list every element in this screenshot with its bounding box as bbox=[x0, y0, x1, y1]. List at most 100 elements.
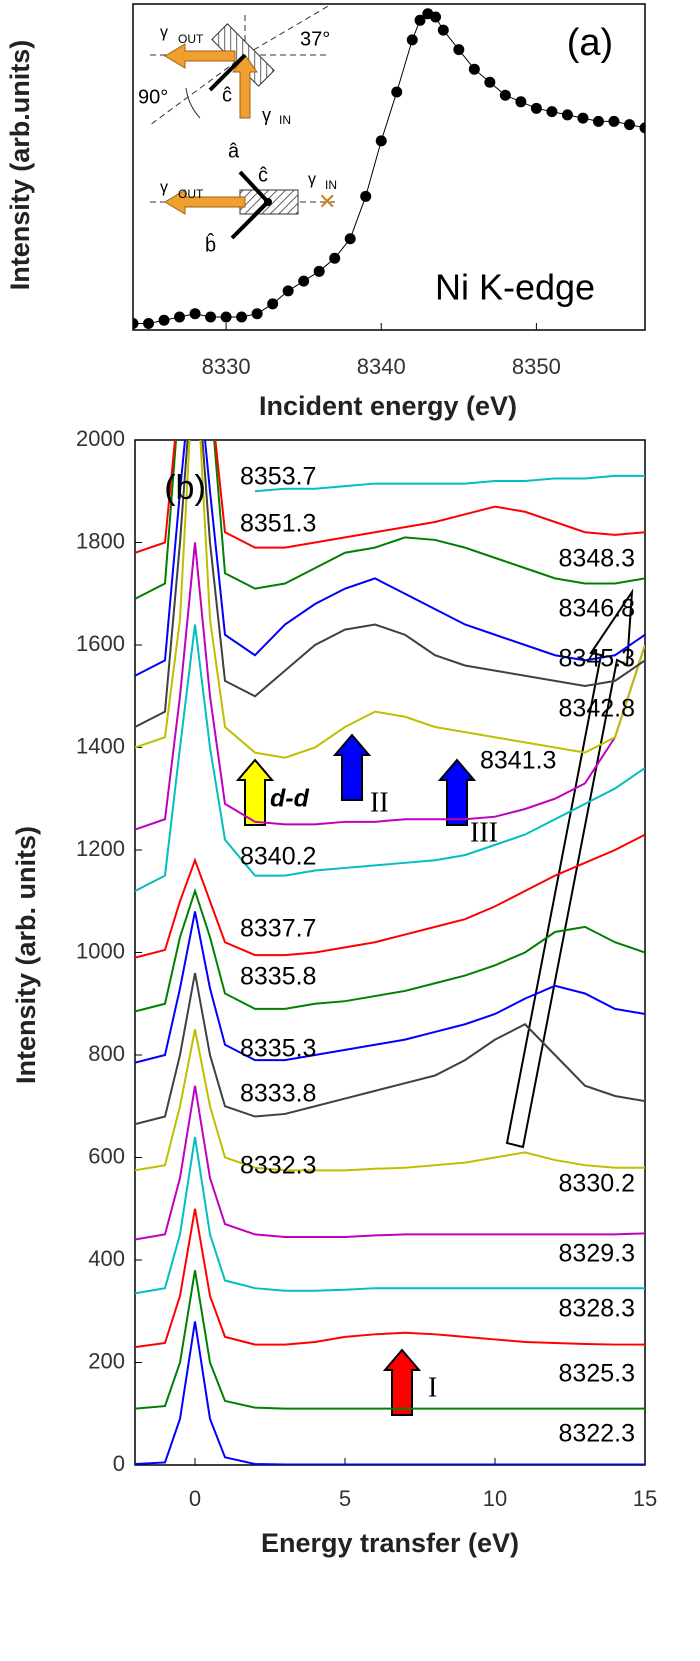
data-point bbox=[391, 86, 403, 98]
gamma-in-cross: ✕ bbox=[318, 189, 336, 214]
x-tick-label: 5 bbox=[339, 1486, 351, 1511]
series-label: 8337.7 bbox=[240, 915, 316, 943]
spectrum-line bbox=[135, 1029, 645, 1172]
data-point bbox=[189, 308, 201, 320]
series-label: 8335.3 bbox=[240, 1035, 316, 1063]
spectrum-line bbox=[135, 911, 645, 1064]
inset-label: γ bbox=[160, 179, 168, 196]
inset-label: 90° bbox=[138, 86, 168, 108]
y-tick-label: 200 bbox=[88, 1348, 125, 1373]
y-tick-label: 800 bbox=[88, 1041, 125, 1066]
data-point bbox=[639, 122, 645, 134]
spectrum-line bbox=[135, 440, 645, 677]
spectrum-line bbox=[135, 833, 645, 959]
data-point bbox=[251, 308, 263, 320]
series-label: 8341.3 bbox=[480, 747, 556, 775]
data-point bbox=[546, 106, 558, 118]
inset-label: ĉ bbox=[258, 164, 268, 186]
data-point bbox=[499, 89, 511, 101]
series-label: 8328.3 bbox=[559, 1295, 635, 1323]
data-point bbox=[220, 311, 232, 323]
arrow-II bbox=[332, 733, 372, 801]
annotation: (b) bbox=[164, 469, 206, 507]
data-point bbox=[623, 119, 635, 131]
data-point bbox=[530, 102, 542, 114]
spectrum-line bbox=[135, 1208, 645, 1349]
y-tick-label: 600 bbox=[88, 1143, 125, 1168]
series-label: 8322.3 bbox=[559, 1420, 635, 1448]
data-point bbox=[592, 115, 604, 127]
inset-label: γ bbox=[262, 105, 271, 125]
data-point bbox=[515, 96, 527, 108]
data-point bbox=[267, 298, 279, 310]
data-point bbox=[282, 285, 294, 297]
y-tick-label: 1000 bbox=[76, 938, 125, 963]
gamma-out-arrow bbox=[164, 43, 236, 69]
series-label: 8333.8 bbox=[240, 1080, 316, 1108]
inset-label: OUT bbox=[178, 187, 204, 201]
series-label: 8345.3 bbox=[559, 645, 635, 673]
data-point bbox=[360, 190, 372, 202]
annotation: III bbox=[470, 817, 498, 848]
inset-label: γ bbox=[308, 171, 316, 188]
data-point bbox=[313, 265, 325, 277]
plot-frame bbox=[132, 3, 646, 331]
y-axis-label: Intensity (arb.units) bbox=[5, 40, 35, 291]
c-axis bbox=[208, 53, 247, 92]
x-tick-label: 15 bbox=[633, 1486, 657, 1511]
spectrum-line bbox=[135, 440, 645, 600]
inset-diagram: ✕ bbox=[149, 4, 336, 240]
series-label: 8325.3 bbox=[559, 1360, 635, 1388]
data-point bbox=[414, 14, 426, 26]
inset-label: γ bbox=[160, 24, 168, 41]
data-point bbox=[205, 311, 217, 323]
inset-label: IN bbox=[325, 178, 337, 192]
y-tick-label: 1400 bbox=[76, 733, 125, 758]
x-tick-label: 8350 bbox=[512, 354, 561, 379]
inset-label: IN bbox=[279, 113, 291, 127]
a-axis bbox=[238, 170, 270, 204]
y-tick-label: 1600 bbox=[76, 631, 125, 656]
series-label: 8330.2 bbox=[559, 1170, 635, 1198]
plot-area bbox=[133, 8, 645, 329]
data-point bbox=[344, 233, 356, 245]
data-point bbox=[329, 252, 341, 264]
annotation: d-d bbox=[270, 785, 310, 813]
data-point bbox=[133, 317, 139, 329]
x-tick-label: 8330 bbox=[202, 354, 251, 379]
y-tick-label: 1800 bbox=[76, 528, 125, 553]
series-label: 8342.8 bbox=[559, 695, 635, 723]
annotation: II bbox=[370, 787, 389, 818]
c-axis-dot bbox=[264, 198, 272, 206]
annotation: (a) bbox=[567, 22, 613, 64]
spectrum-line bbox=[135, 1321, 645, 1465]
annotation: Ni K-edge bbox=[435, 267, 595, 308]
data-point bbox=[608, 115, 620, 127]
x-axis-label: Energy transfer (eV) bbox=[261, 1528, 519, 1558]
dd-arrow bbox=[235, 758, 275, 826]
data-point bbox=[561, 109, 573, 121]
spectrum-line bbox=[135, 440, 645, 759]
data-point bbox=[236, 311, 248, 323]
x-tick-label: 8340 bbox=[357, 354, 406, 379]
y-axis-label: Intensity (arb. units) bbox=[11, 826, 41, 1084]
data-point bbox=[430, 11, 442, 23]
spectrum-line bbox=[135, 624, 645, 892]
series-label: 8329.3 bbox=[559, 1240, 635, 1268]
data-point bbox=[577, 112, 589, 124]
inset-label: ĉ bbox=[222, 84, 232, 106]
spectrum-line bbox=[135, 440, 645, 554]
spectrum-line bbox=[135, 972, 645, 1126]
plot-area bbox=[135, 440, 645, 1465]
series-label: 8335.8 bbox=[240, 963, 316, 991]
spectrum-line bbox=[135, 1136, 645, 1295]
arrow-I bbox=[382, 1348, 422, 1416]
spectrum-line bbox=[135, 887, 645, 1013]
x-axis-label: Incident energy (eV) bbox=[259, 391, 517, 421]
data-point bbox=[484, 76, 496, 88]
data-point bbox=[298, 275, 310, 287]
inset-label: OUT bbox=[178, 32, 204, 46]
data-point bbox=[406, 34, 418, 46]
y-tick-label: 1200 bbox=[76, 836, 125, 861]
